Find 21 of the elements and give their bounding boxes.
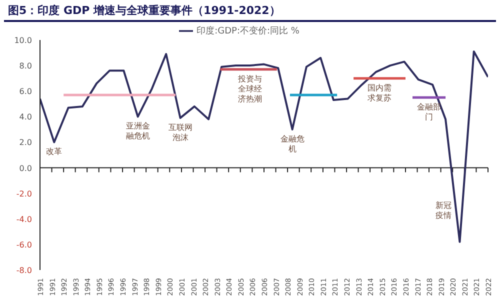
- y-tick-label: -2.0: [16, 189, 32, 198]
- y-tick-label: 10.0: [14, 36, 32, 45]
- y-tick-label: -8.0: [16, 266, 32, 275]
- line-series: [40, 50, 488, 243]
- y-tick-label: 0.0: [19, 164, 32, 173]
- chart-title: 图5：印度 GDP 增速与全球重要事件（1991-2022）: [4, 0, 496, 22]
- annotation: 新冠疫情: [436, 200, 452, 220]
- annotation: 金融危机: [280, 134, 304, 154]
- annotation: 互联网泡沫: [168, 122, 192, 142]
- y-tick-label: -4.0: [16, 214, 32, 224]
- y-tick-label: -6.0: [16, 240, 32, 250]
- annotation: 国内需求复苏: [368, 83, 392, 102]
- annotation: 金融部门: [417, 102, 442, 122]
- legend-label: 印度:GDP:不变价:同比 %: [196, 26, 300, 36]
- y-tick-label: 4.0: [19, 112, 32, 122]
- y-tick-label: 2.0: [19, 138, 32, 148]
- annotation: 亚洲金融危机: [126, 122, 150, 141]
- annotation: 投资与全球经济热潮: [236, 74, 262, 104]
- y-tick-label: 8.0: [19, 62, 32, 71]
- annotation: 改革: [46, 147, 62, 156]
- y-tick-label: 6.0: [19, 87, 32, 96]
